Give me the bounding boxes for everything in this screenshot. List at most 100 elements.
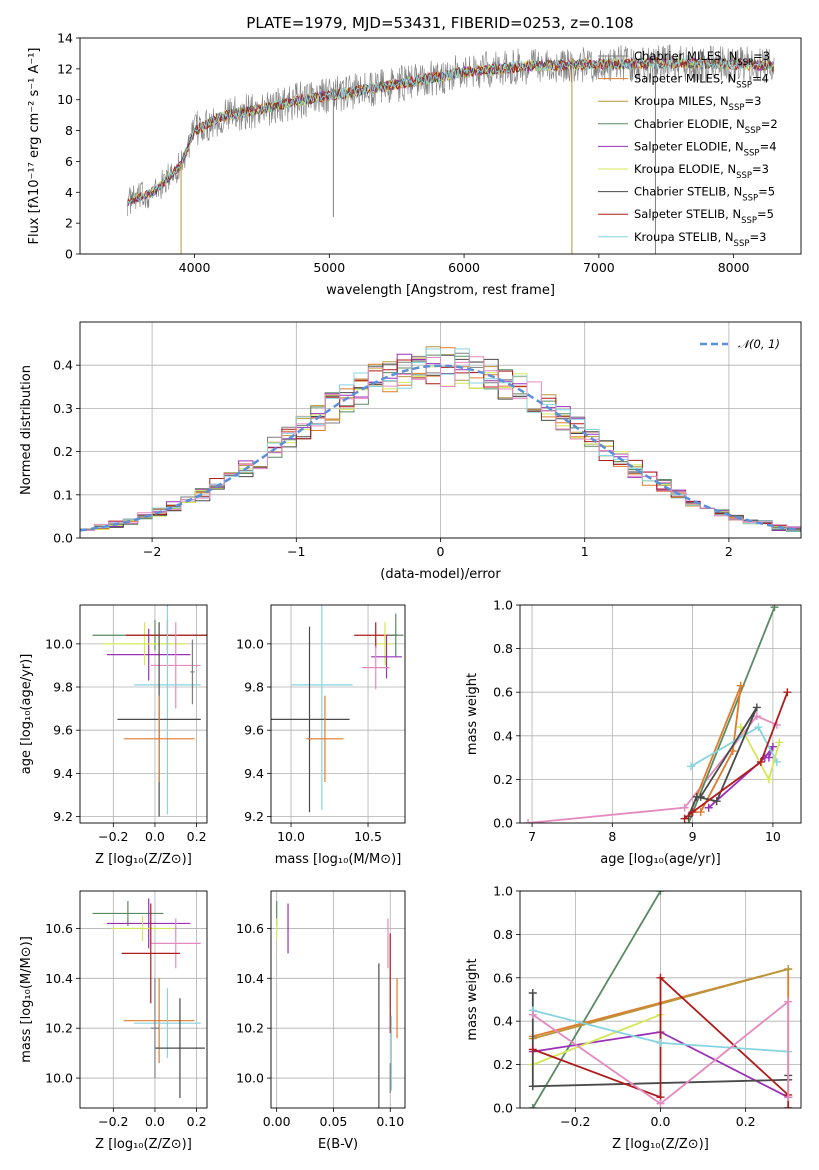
- y-tick-label: 0.0: [493, 816, 513, 831]
- y-tick-label: 4: [65, 185, 73, 200]
- x-tick-label: 0.05: [320, 1114, 348, 1129]
- legend-sub: SSP: [737, 58, 753, 68]
- y-tick-label: 10.4: [45, 971, 73, 986]
- y-tick-label: 6: [65, 154, 73, 169]
- legend-entry: 𝒩(0, 1): [738, 337, 780, 351]
- y-axis-label: Normed distribution: [19, 365, 34, 495]
- x-tick-label: 0: [437, 544, 445, 559]
- y-tick-label: 0.3: [53, 401, 73, 416]
- weight-marker: [752, 703, 761, 712]
- weight-marker: [768, 742, 777, 751]
- legend-name: Chabrier MILES, N: [634, 49, 737, 63]
- y-tick-label: 0.8: [493, 641, 513, 656]
- legend-entry: Kroupa ELODIE, NSSP=3: [634, 162, 769, 181]
- weight-marker: [656, 1038, 665, 1047]
- y-tick-label: 0.6: [493, 685, 513, 700]
- x-axis-label: mass [log₁₀(M/M⊙)]: [275, 852, 402, 867]
- x-tick-label: 0.0: [145, 829, 165, 844]
- x-axis-label: E(B-V): [318, 1137, 358, 1152]
- x-axis-label: wavelength [Angstrom, rest frame]: [326, 283, 555, 298]
- x-tick-label: 10.5: [354, 829, 382, 844]
- y-tick-label: 8: [65, 123, 73, 138]
- x-axis-label: (data-model)/error: [380, 567, 501, 582]
- weight-marker: [770, 605, 779, 612]
- weight-marker: [528, 1045, 537, 1054]
- x-tick-label: 4000: [179, 260, 211, 275]
- x-tick-label: 0.00: [263, 1114, 291, 1129]
- weight-line-green: [687, 606, 776, 823]
- x-tick-label: 7000: [583, 260, 615, 275]
- axes-frame: [79, 890, 208, 1109]
- weight-marker: [764, 775, 773, 784]
- y-tick-label: 10.4: [236, 971, 264, 986]
- legend-name: Kroupa ELODIE, N: [634, 162, 736, 176]
- plot-area: [92, 898, 205, 1099]
- y-tick-label: 10.2: [45, 1021, 73, 1036]
- axes-frame: [79, 604, 208, 824]
- weight-marker: [764, 753, 773, 762]
- y-tick-label: 0.6: [493, 970, 513, 985]
- weight-marker: [524, 819, 533, 823]
- x-tick-label: 0.10: [376, 1114, 404, 1129]
- weight-marker: [528, 1010, 537, 1019]
- axes-frame: [79, 37, 802, 255]
- weight-marker: [712, 797, 721, 806]
- axes-frame: [519, 890, 802, 1109]
- legend-name: Salpeter STELIB, N: [634, 207, 741, 221]
- y-axis-label: Flux [fλ10⁻¹⁷ erg cm⁻² s⁻¹ A⁻¹]: [27, 48, 42, 245]
- x-tick-label: 9: [689, 829, 697, 844]
- panel-weight-vs-age: 7 8 9 10 0.0 0.2 0.4 0.6 0.8 1.0 age [log₁₀(age/yr…: [465, 598, 802, 867]
- y-tick-label: 12: [57, 61, 73, 76]
- legend-entry: Salpeter ELODIE, NSSP=4: [634, 139, 777, 158]
- weight-marker: [680, 814, 689, 823]
- legend-suffix: =5: [758, 185, 775, 199]
- x-tick-label: −0.2: [560, 1114, 590, 1129]
- weight-marker: [775, 738, 784, 747]
- legend-name: Chabrier STELIB, N: [634, 185, 742, 199]
- axes-frame: [270, 604, 406, 824]
- y-tick-label: 10.2: [236, 1021, 264, 1036]
- y-tick-label: 10.6: [236, 921, 264, 936]
- legend-suffix: =4: [760, 139, 777, 153]
- x-tick-label: 2: [725, 544, 733, 559]
- y-tick-label: 9.4: [244, 766, 264, 781]
- x-tick-label: 0.2: [187, 1114, 207, 1129]
- legend-entry: Kroupa MILES, NSSP=3: [634, 94, 761, 113]
- weight-line-yellow: [532, 1013, 661, 1066]
- y-tick-label: 10.0: [45, 1071, 73, 1086]
- y-tick-label: 10.0: [45, 636, 73, 651]
- legend-name: Chabrier ELODIE, N: [634, 117, 745, 131]
- x-tick-label: 10: [765, 829, 781, 844]
- weight-line-red: [684, 691, 789, 820]
- y-tick-label: 1.0: [493, 598, 513, 613]
- y-axis-label: mass weight: [465, 958, 480, 1040]
- x-axis-label: Z [log₁₀(Z/Z⊙)]: [95, 1137, 192, 1152]
- legend-sub: SSP: [736, 171, 752, 181]
- y-tick-label: 9.4: [53, 766, 73, 781]
- histogram-pink: [80, 356, 801, 531]
- weight-marker: [528, 988, 537, 997]
- weight-marker: [783, 688, 792, 697]
- x-tick-label: −0.2: [98, 829, 128, 844]
- legend-suffix: =4: [752, 72, 769, 86]
- weight-marker: [784, 965, 793, 974]
- legend-sub: SSP: [741, 216, 757, 226]
- plot-area: [524, 605, 792, 823]
- x-tick-label: 10.0: [277, 829, 305, 844]
- x-tick-label: 6000: [448, 260, 480, 275]
- x-tick-label: 0.0: [651, 1114, 671, 1129]
- y-axis-label: age [log₁₀(age/yr)]: [19, 654, 34, 775]
- plot-area: [271, 605, 404, 813]
- legend-sub: SSP: [729, 103, 745, 113]
- weight-line-pink: [527, 715, 778, 823]
- weight-marker: [704, 803, 713, 812]
- y-tick-label: 0.0: [493, 1101, 513, 1116]
- y-tick-label: 9.6: [53, 723, 73, 738]
- panel-mass-vs-Z: −0.2 0.0 0.2 10.0 10.2 10.4 10.6 Z [log₁₀(Z/Z⊙)…: [19, 890, 208, 1152]
- y-tick-label: 14: [57, 31, 73, 46]
- normal-curve: [80, 364, 801, 532]
- panel-mass-vs-EBV: 0.00 0.05 0.10 10.0 10.2 10.4 10.6 E(B-V): [236, 890, 406, 1152]
- axes-frame: [519, 604, 802, 824]
- weight-marker: [784, 1104, 793, 1108]
- legend-sub: SSP: [745, 126, 761, 136]
